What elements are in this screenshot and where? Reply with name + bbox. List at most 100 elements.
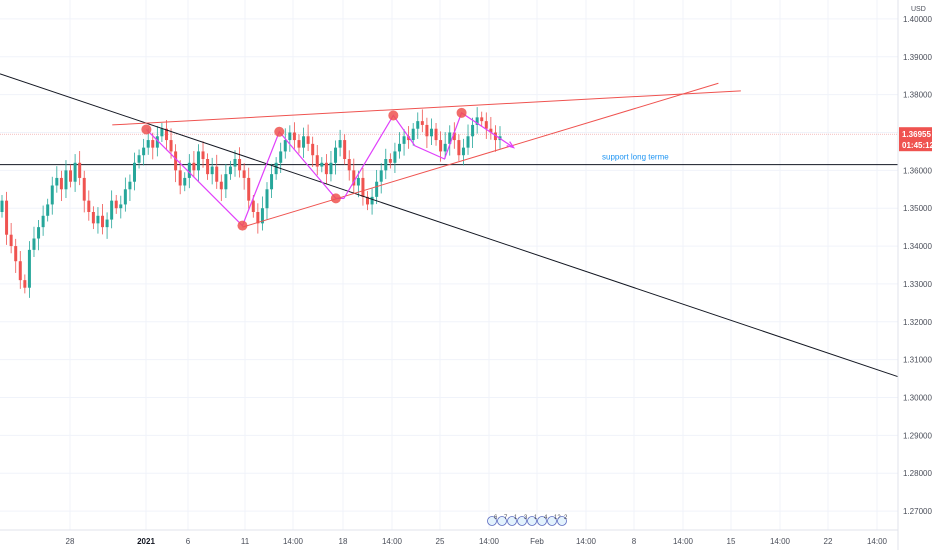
candle-61: [279, 142, 283, 174]
candle-10: [46, 198, 50, 222]
x-tick-label: 14:00: [576, 537, 597, 546]
candle-66: [302, 127, 306, 158]
trendline-downtrend[interactable]: [0, 73, 899, 378]
pivot-5-marker[interactable]: [388, 110, 399, 121]
candle-2: [9, 222, 13, 254]
candle-35: [160, 123, 164, 142]
current-price-value: 1.36955: [902, 130, 931, 139]
event-count: 4: [544, 515, 548, 521]
candle-93: [425, 117, 429, 149]
candle-44: [201, 141, 205, 168]
pivot-3-marker[interactable]: [274, 126, 285, 137]
y-tick-label: 1.31000: [903, 356, 932, 365]
pivot-4-marker[interactable]: [330, 193, 341, 204]
candle-45: [206, 153, 210, 180]
candle-59: [270, 163, 274, 198]
trendlines: [0, 73, 899, 378]
candle-54: [247, 167, 251, 210]
candle-20: [91, 206, 95, 230]
candle-31: [142, 138, 146, 166]
candle-58: [265, 182, 269, 220]
candle-21: [96, 207, 100, 234]
candle-18: [82, 170, 86, 213]
trendline-upper-rising[interactable]: [112, 90, 741, 126]
candle-62: [283, 128, 287, 159]
y-tick-label: 1.32000: [903, 318, 932, 327]
event-flag-6[interactable]: 12: [547, 515, 562, 526]
candle-100: [457, 134, 461, 161]
flag-icon: [487, 516, 497, 526]
event-flag-2[interactable]: 1: [507, 515, 519, 526]
x-tick-label: 14:00: [867, 537, 888, 546]
y-tick-label: 1.35000: [903, 204, 932, 213]
current-price-tag: [899, 127, 932, 152]
countdown-value: 01:45:12: [902, 141, 932, 150]
event-count: 1: [514, 515, 518, 521]
candle-24: [110, 190, 114, 229]
candle-39: [178, 160, 182, 195]
pivot-1-marker[interactable]: [141, 124, 152, 135]
candle-13: [59, 170, 63, 202]
event-count: 3: [524, 515, 528, 521]
candle-5: [23, 274, 27, 294]
pivot-2-marker[interactable]: [237, 220, 248, 231]
trendline-lower-rising[interactable]: [242, 82, 719, 228]
zigzag-line[interactable]: [145, 111, 514, 227]
x-tick-label: 15: [727, 537, 736, 546]
candle-68: [311, 136, 315, 167]
candle-26: [119, 195, 123, 219]
support-label: support long terme: [602, 153, 669, 162]
y-axis[interactable]: USD 1.27000 1.28000 1.29000 1.30000 1.31000 1.…: [897, 0, 932, 550]
candle-91: [416, 112, 420, 139]
event-flag-5[interactable]: 4: [537, 515, 549, 526]
x-tick-label: 14:00: [382, 537, 403, 546]
candle-56: [256, 203, 260, 234]
candle-90: [411, 123, 415, 146]
x-tick-label: Feb: [530, 537, 544, 546]
grid: [0, 0, 898, 530]
flag-icon: [507, 516, 517, 526]
events-row: 6 7 1 3 1 4 12 2: [487, 515, 569, 526]
candle-30: [137, 149, 141, 169]
candle-57: [260, 196, 264, 231]
x-tick-label: 14:00: [770, 537, 791, 546]
y-tick-label: 1.38000: [903, 91, 932, 100]
candle-28: [128, 174, 132, 202]
event-flag-3[interactable]: 3: [517, 515, 529, 526]
candle-101: [461, 138, 465, 166]
candle-95: [434, 123, 438, 146]
candle-79: [361, 167, 365, 206]
candle-17: [78, 151, 82, 186]
x-tick-label: 14:00: [283, 537, 304, 546]
x-tick-label: 14:00: [673, 537, 694, 546]
y-tick-label: 1.30000: [903, 394, 932, 403]
candle-46: [210, 157, 214, 185]
pivot-6-marker[interactable]: [456, 107, 467, 118]
flag-icon: [537, 516, 547, 526]
candles: [0, 107, 502, 298]
candle-80: [366, 191, 370, 211]
candle-102: [466, 124, 470, 155]
event-flag-1[interactable]: 7: [497, 515, 509, 526]
candle-0: [0, 194, 4, 218]
candle-47: [215, 154, 219, 189]
candle-14: [64, 160, 68, 198]
candle-19: [87, 190, 91, 221]
candle-16: [73, 154, 77, 192]
event-flag-7[interactable]: 2: [557, 515, 569, 526]
candle-11: [50, 176, 54, 215]
x-tick-label: 25: [436, 537, 445, 546]
candle-104: [475, 107, 479, 134]
flag-icon: [557, 516, 567, 526]
candle-84: [384, 148, 388, 180]
candle-97: [443, 132, 447, 159]
event-flag-4[interactable]: 1: [527, 515, 539, 526]
candle-6: [27, 241, 31, 298]
event-flag-0[interactable]: 6: [487, 515, 499, 526]
candle-41: [187, 154, 191, 189]
candle-86: [393, 142, 397, 174]
y-tick-label: 1.29000: [903, 431, 932, 440]
x-axis[interactable]: 28 2021 6 11 14:00 18 14:00 25 14:00 Feb 14:00 8 14:…: [0, 529, 898, 546]
candle-73: [334, 140, 338, 175]
